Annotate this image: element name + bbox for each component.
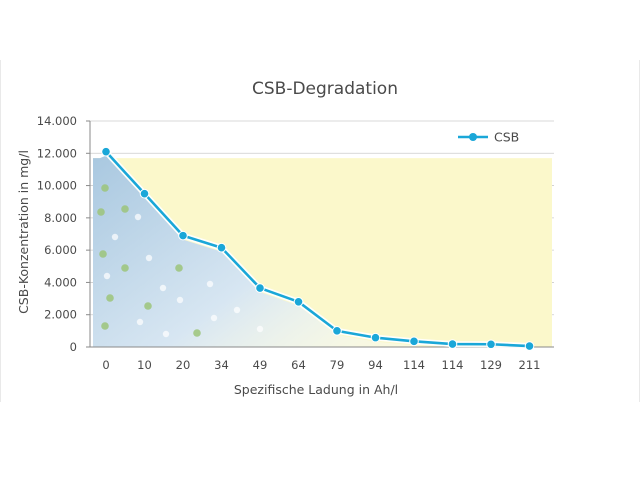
legend-marker <box>469 133 477 141</box>
decorative-dot <box>121 264 129 272</box>
decorative-dot <box>162 330 170 338</box>
series-line <box>105 150 530 348</box>
y-axis-label: CSB-Konzentration in mg/l <box>16 150 31 314</box>
x-tick-label: 211 <box>519 358 541 372</box>
data-point <box>178 230 188 241</box>
data-point <box>255 283 265 293</box>
area-fill <box>93 155 530 351</box>
area-under-curve <box>93 155 530 351</box>
legend: CSB <box>458 130 519 145</box>
data-point <box>101 146 111 157</box>
data-point <box>370 332 381 343</box>
decorative-dot <box>256 325 264 333</box>
y-tick-label: 10.000 <box>37 179 77 193</box>
series-line-layer <box>101 146 535 351</box>
decorative-dot <box>193 329 201 337</box>
x-tick-label: 49 <box>253 358 268 372</box>
decorative-dot <box>97 208 105 216</box>
decorative-dot <box>99 250 107 258</box>
x-tick-label: 114 <box>403 358 425 372</box>
decorative-dot <box>233 306 241 314</box>
data-point <box>216 242 227 253</box>
x-tick-label: 20 <box>176 358 191 372</box>
decorative-dot <box>159 284 167 292</box>
data-point <box>293 297 304 307</box>
y-tick-label: 12.000 <box>37 146 77 160</box>
decorative-dot <box>145 254 153 262</box>
y-tick-label: 2.000 <box>44 308 77 322</box>
y-tick-label: 6.000 <box>44 243 77 257</box>
x-tick-label: 114 <box>442 358 464 372</box>
x-tick-label: 79 <box>330 358 345 372</box>
decorative-dot <box>175 264 183 272</box>
x-tick-label: 129 <box>480 358 502 372</box>
chart-title: CSB-Degradation <box>252 79 398 99</box>
legend-label: CSB <box>494 130 519 145</box>
y-tick-labels: 0 2.000 4.000 6.000 8.000 10.000 12.000 14.000 <box>37 114 77 354</box>
decorative-dot <box>101 322 109 330</box>
decorative-dot <box>134 213 142 221</box>
decorative-dot <box>106 294 114 302</box>
y-tick-label: 8.000 <box>44 211 77 225</box>
data-point <box>139 188 150 199</box>
y-tick-label: 14.000 <box>37 114 77 128</box>
decorative-dot <box>206 280 214 288</box>
x-tick-label: 10 <box>137 358 152 372</box>
x-tick-label: 94 <box>368 358 383 372</box>
decorative-dot <box>121 205 129 213</box>
x-tick-label: 64 <box>291 358 306 372</box>
data-point <box>486 339 496 350</box>
data-point <box>409 336 419 347</box>
decorative-dot <box>101 184 109 192</box>
decorative-dot <box>111 233 119 241</box>
decorative-dot <box>103 272 111 280</box>
data-point <box>447 339 458 349</box>
x-axis-label: Spezifische Ladung in Ah/l <box>234 382 398 397</box>
decorative-dot <box>136 318 144 326</box>
x-tick-label: 34 <box>214 358 229 372</box>
y-tick-label: 4.000 <box>44 275 77 289</box>
y-tick-label: 0 <box>70 340 77 354</box>
decorative-dot <box>210 314 218 322</box>
x-tick-label: 0 <box>102 358 109 372</box>
data-point <box>332 326 342 336</box>
decorative-dot <box>176 296 184 304</box>
x-tick-labels: 0 10 20 34 49 64 79 94 114 114 129 211 <box>102 358 540 372</box>
decorative-dots <box>97 184 264 338</box>
data-point <box>524 341 535 351</box>
decorative-dot <box>144 302 152 310</box>
